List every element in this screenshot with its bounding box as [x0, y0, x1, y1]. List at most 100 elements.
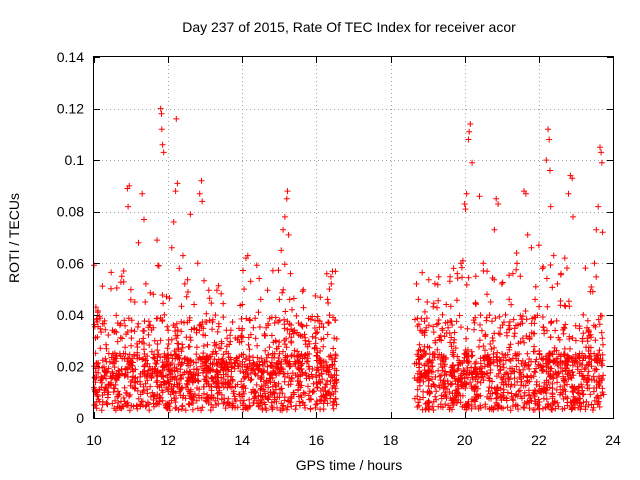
data-point [600, 391, 607, 398]
data-point [309, 313, 316, 320]
data-point [599, 385, 606, 392]
data-point [194, 260, 201, 267]
data-point [313, 398, 320, 405]
data-point [465, 136, 472, 143]
data-point [142, 380, 149, 387]
data-point [207, 407, 214, 414]
data-point [188, 395, 195, 402]
data-point [568, 383, 575, 390]
data-point [515, 357, 522, 364]
data-point [317, 396, 323, 403]
data-point [430, 303, 437, 310]
data-point [532, 283, 539, 290]
data-point [574, 389, 581, 396]
data-point [494, 358, 501, 365]
data-point [140, 327, 147, 334]
data-point [135, 320, 142, 327]
data-point [94, 361, 101, 367]
data-point [200, 367, 207, 374]
data-point [309, 389, 316, 396]
data-point [465, 346, 471, 353]
data-point [438, 392, 445, 399]
data-point [507, 407, 514, 414]
data-point [578, 362, 585, 368]
data-point [185, 289, 191, 295]
data-point [151, 366, 158, 372]
data-point [163, 356, 170, 363]
data-point [586, 358, 593, 365]
data-point [532, 369, 539, 376]
data-point [302, 370, 309, 377]
data-point [507, 357, 514, 364]
data-point [476, 193, 483, 200]
data-point [567, 345, 573, 352]
data-point [535, 402, 542, 408]
data-point [500, 405, 507, 412]
data-point [421, 308, 428, 315]
data-point [431, 381, 437, 388]
data-point [131, 299, 138, 305]
data-point [176, 265, 183, 272]
data-point [178, 328, 185, 335]
data-point [281, 316, 288, 323]
data-point [284, 370, 291, 377]
data-point [251, 370, 258, 377]
data-point [127, 382, 134, 389]
data-point [213, 368, 220, 375]
data-point [240, 397, 247, 404]
data-points [91, 105, 607, 414]
data-point [440, 377, 447, 384]
data-point [150, 354, 157, 361]
data-point [122, 344, 129, 351]
data-point [112, 397, 119, 404]
data-point [122, 350, 129, 357]
data-point [306, 351, 313, 357]
data-point [459, 274, 465, 281]
data-point [469, 352, 476, 359]
data-point [200, 331, 207, 338]
data-point [598, 329, 605, 336]
data-point [544, 403, 551, 410]
data-point [517, 321, 524, 327]
data-point [316, 318, 323, 325]
data-point [565, 371, 571, 377]
data-point [494, 401, 501, 408]
data-point [227, 338, 234, 345]
data-point [113, 285, 120, 291]
data-point [150, 393, 157, 400]
data-point [429, 403, 436, 410]
data-point [499, 376, 506, 383]
data-point [179, 341, 186, 348]
data-point [99, 364, 106, 371]
data-point [264, 287, 271, 294]
data-point [149, 370, 156, 377]
data-point [159, 318, 166, 325]
data-point [288, 352, 295, 358]
data-point [330, 405, 337, 412]
data-point [523, 333, 530, 339]
data-point [309, 365, 316, 372]
data-point [303, 322, 310, 329]
data-point [157, 354, 164, 361]
data-point [193, 329, 200, 336]
data-point [116, 372, 123, 379]
data-point [477, 379, 484, 386]
data-point [173, 404, 180, 411]
data-point [128, 342, 135, 349]
data-point [326, 312, 333, 319]
data-point [482, 347, 488, 354]
data-point [291, 347, 298, 354]
data-point [426, 351, 433, 358]
data-point [520, 404, 527, 411]
data-point [561, 255, 568, 262]
data-point [582, 265, 589, 272]
data-point [531, 387, 538, 394]
data-point [560, 330, 567, 337]
data-point [151, 355, 158, 362]
data-point [452, 378, 459, 385]
data-point [476, 337, 483, 344]
data-point [448, 334, 455, 341]
data-point [172, 328, 179, 335]
data-point [178, 360, 185, 367]
data-point [306, 375, 313, 382]
